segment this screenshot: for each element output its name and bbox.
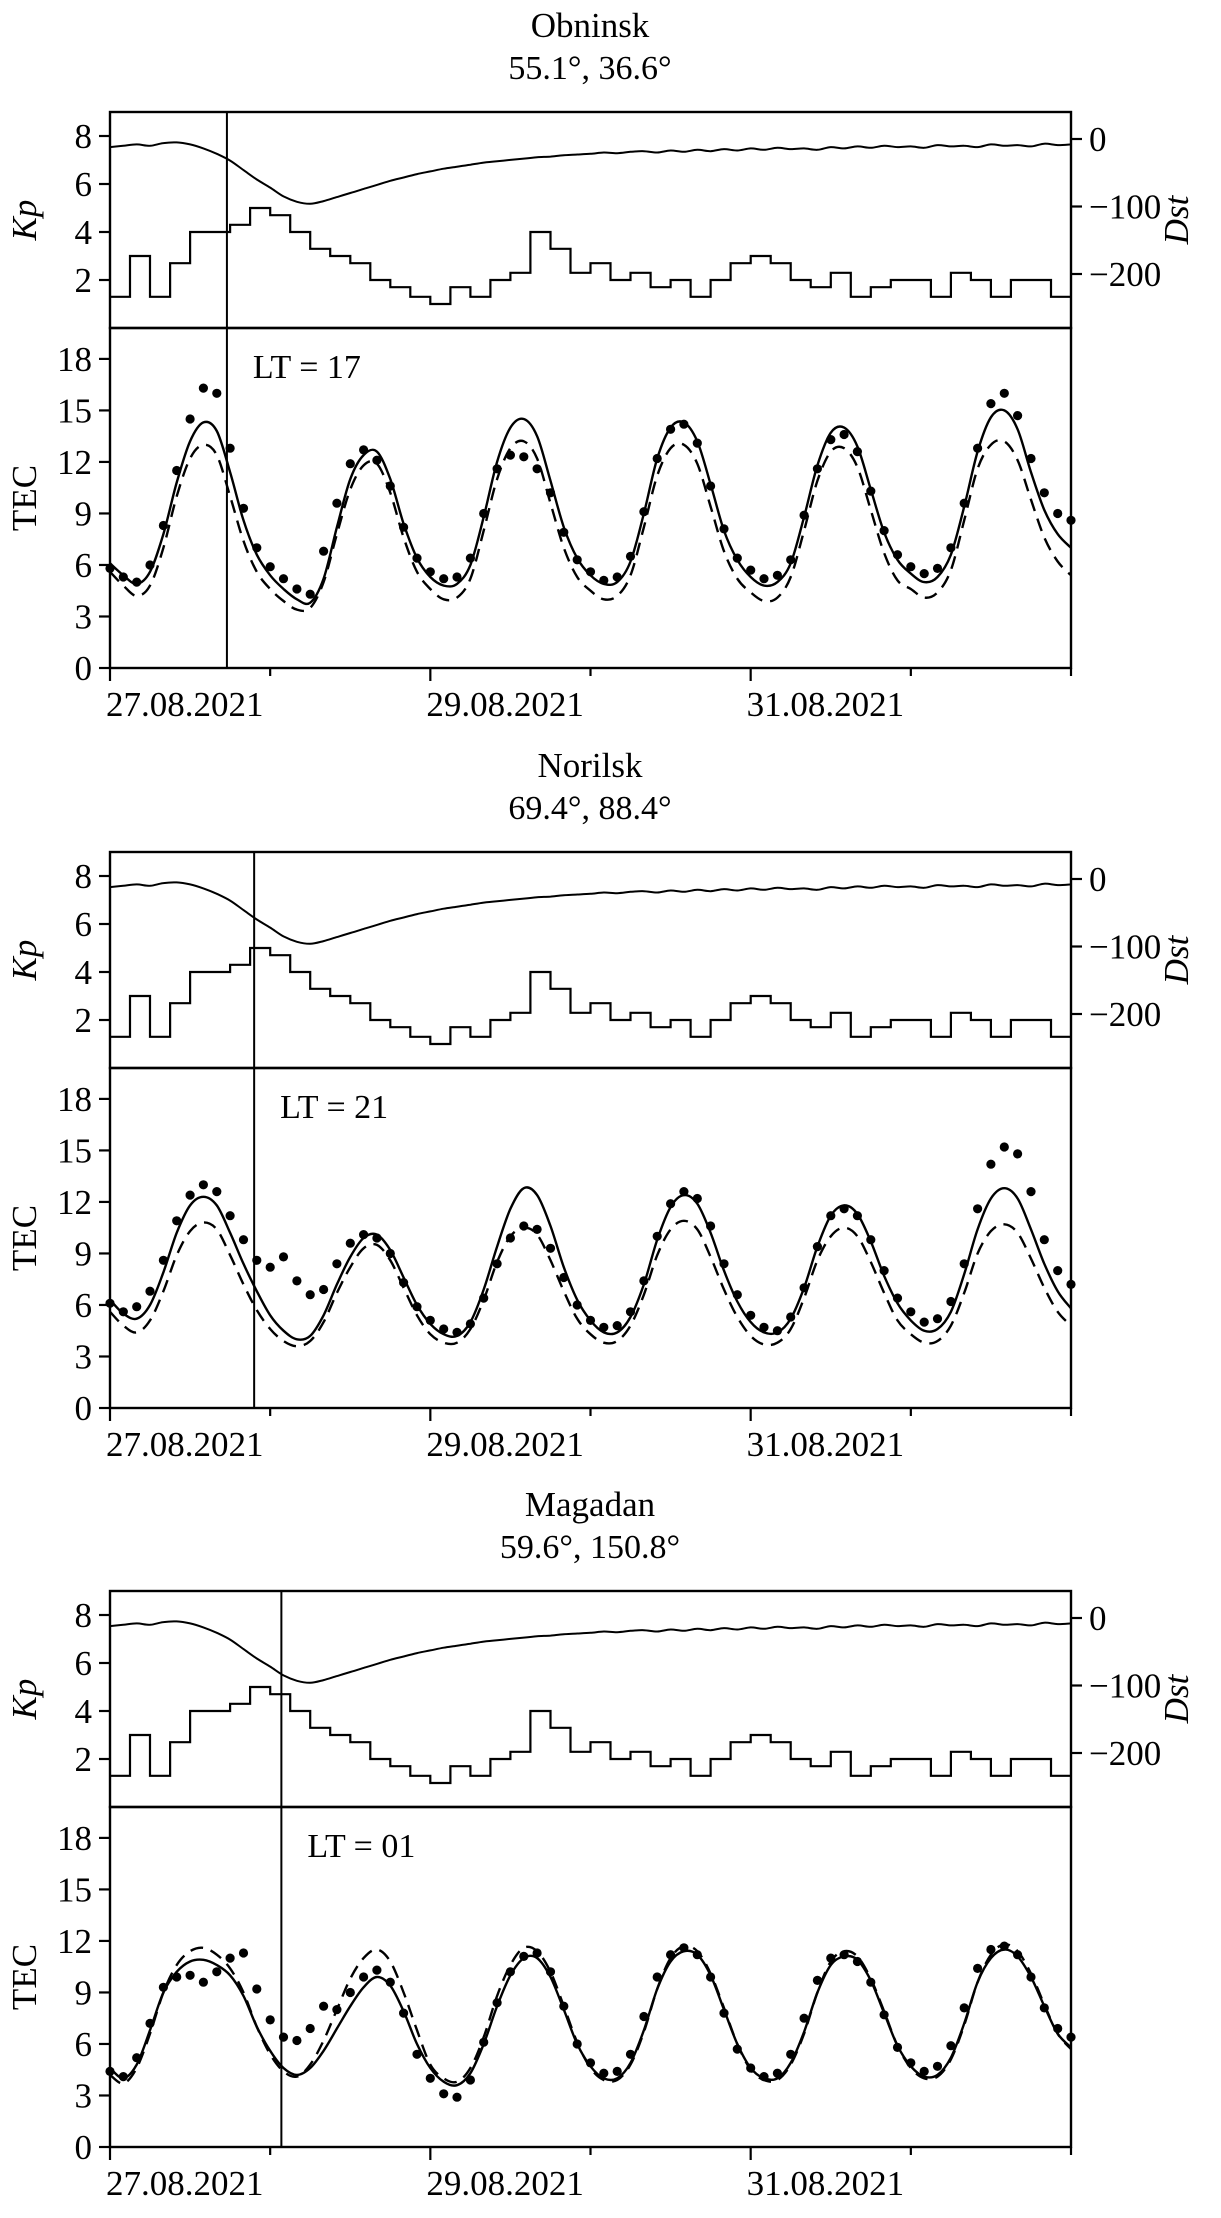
kp-step-curve — [110, 1685, 1071, 1785]
svg-text:0: 0 — [75, 649, 93, 688]
svg-text:LT = 01: LT = 01 — [307, 1828, 415, 1865]
svg-text:0: 0 — [1089, 860, 1107, 899]
svg-text:31.08.2021: 31.08.2021 — [747, 1425, 905, 1464]
svg-text:0: 0 — [75, 2128, 93, 2167]
axes: 2 4 6 8 0 −100 −200 0 3 6 9 12 15 18 27.08.2021 29.08.2… — [5, 110, 1196, 724]
svg-text:TEC: TEC — [5, 1944, 44, 2010]
local-time-label: LT = 17 — [253, 349, 361, 386]
svg-text:TEC: TEC — [5, 1205, 44, 1271]
tec-model-dashed-curve — [109, 438, 1072, 613]
svg-text:Kp: Kp — [5, 1679, 44, 1721]
station-coordinates: 59.6°, 150.8° — [499, 1529, 681, 1566]
svg-text:6: 6 — [75, 2025, 93, 2064]
svg-text:3: 3 — [75, 1337, 93, 1376]
svg-text:15: 15 — [57, 391, 92, 430]
svg-text:29.08.2021: 29.08.2021 — [426, 1425, 584, 1464]
local-time-label: LT = 01 — [307, 1828, 415, 1865]
svg-text:8: 8 — [75, 117, 93, 156]
svg-text:−100: −100 — [1089, 188, 1161, 227]
svg-text:2: 2 — [75, 1740, 93, 1779]
svg-text:29.08.2021: 29.08.2021 — [426, 2164, 584, 2203]
svg-text:6: 6 — [75, 905, 93, 944]
svg-text:2: 2 — [75, 261, 93, 300]
station-coordinates: 55.1°, 36.6° — [508, 50, 672, 87]
panel-norilsk: Norilsk 69.4°, 88.4° 2 4 6 8 0 −100 −200 0 3 6 9 12… — [0, 740, 1221, 1479]
svg-text:4: 4 — [75, 953, 93, 992]
svg-text:29.08.2021: 29.08.2021 — [426, 685, 584, 724]
local-time-label: LT = 21 — [280, 1089, 388, 1126]
kp-step-curve — [110, 946, 1071, 1046]
tec-observation-dots — [105, 383, 1076, 599]
svg-text:18: 18 — [57, 1080, 92, 1119]
svg-text:27.08.2021: 27.08.2021 — [106, 685, 264, 724]
station-title: Obninsk — [530, 6, 650, 45]
svg-text:9: 9 — [75, 1973, 93, 2012]
svg-text:−200: −200 — [1089, 1734, 1161, 1773]
svg-text:0: 0 — [1089, 120, 1107, 159]
svg-text:0: 0 — [75, 1389, 93, 1428]
svg-text:LT = 17: LT = 17 — [253, 349, 361, 386]
obninsk-plot: 2 4 6 8 0 −100 −200 0 3 6 9 12 15 18 27.08.2021 29.08.2… — [5, 110, 1196, 724]
norilsk-plot: 2 4 6 8 0 −100 −200 0 3 6 9 12 15 18 27.08.2021 29.08.2… — [5, 850, 1196, 1464]
svg-text:12: 12 — [57, 443, 92, 482]
svg-text:9: 9 — [75, 494, 93, 533]
dst-curve — [109, 141, 1072, 205]
svg-text:15: 15 — [57, 1131, 92, 1170]
tec-model-dashed-curve — [109, 1219, 1072, 1348]
svg-text:6: 6 — [75, 165, 93, 204]
svg-text:Dst: Dst — [1157, 934, 1196, 985]
station-title: Norilsk — [537, 746, 643, 785]
svg-text:Kp: Kp — [5, 200, 44, 242]
svg-text:8: 8 — [75, 857, 93, 896]
svg-text:4: 4 — [75, 1692, 93, 1731]
axes: 2 4 6 8 0 −100 −200 0 3 6 9 12 15 18 27.08.2021 29.08.2… — [5, 1589, 1196, 2203]
axes: 2 4 6 8 0 −100 −200 0 3 6 9 12 15 18 27.08.2021 29.08.2… — [5, 850, 1196, 1464]
panel-magadan: Magadan 59.6°, 150.8° 2 4 6 8 0 −100 −200 0 3 6 9 1… — [0, 1479, 1221, 2218]
svg-text:9: 9 — [75, 1234, 93, 1273]
station-coordinates: 69.4°, 88.4° — [508, 790, 672, 827]
svg-text:Kp: Kp — [5, 940, 44, 982]
magadan-plot: 2 4 6 8 0 −100 −200 0 3 6 9 12 15 18 27.08.2021 29.08.2… — [5, 1589, 1196, 2203]
svg-text:18: 18 — [57, 1819, 92, 1858]
dst-curve — [109, 1620, 1072, 1684]
svg-text:12: 12 — [57, 1922, 92, 1961]
svg-text:TEC: TEC — [5, 465, 44, 531]
svg-text:15: 15 — [57, 1870, 92, 1909]
svg-text:4: 4 — [75, 213, 93, 252]
svg-text:31.08.2021: 31.08.2021 — [747, 685, 905, 724]
svg-text:31.08.2021: 31.08.2021 — [747, 2164, 905, 2203]
svg-text:18: 18 — [57, 340, 92, 379]
kp-step-curve — [110, 206, 1071, 306]
dst-curve — [109, 881, 1072, 945]
svg-text:12: 12 — [57, 1183, 92, 1222]
panel-obninsk: Obninsk 55.1°, 36.6° 2 4 6 8 0 −100 −200 0 3 6 9 12… — [0, 0, 1221, 739]
svg-text:−200: −200 — [1089, 995, 1161, 1034]
tec-observation-dots — [105, 1142, 1076, 1337]
svg-text:3: 3 — [75, 597, 93, 636]
svg-text:−100: −100 — [1089, 928, 1161, 967]
svg-text:2: 2 — [75, 1001, 93, 1040]
tec-observation-dots — [105, 1941, 1076, 2102]
svg-text:−100: −100 — [1089, 1667, 1161, 1706]
svg-text:Dst: Dst — [1157, 194, 1196, 245]
svg-text:6: 6 — [75, 546, 93, 585]
svg-text:6: 6 — [75, 1286, 93, 1325]
svg-text:27.08.2021: 27.08.2021 — [106, 1425, 264, 1464]
svg-text:3: 3 — [75, 2076, 93, 2115]
svg-text:Dst: Dst — [1157, 1673, 1196, 1724]
station-title: Magadan — [524, 1485, 656, 1524]
svg-text:27.08.2021: 27.08.2021 — [106, 2164, 264, 2203]
svg-text:8: 8 — [75, 1596, 93, 1635]
svg-text:6: 6 — [75, 1644, 93, 1683]
svg-text:LT = 21: LT = 21 — [280, 1089, 388, 1126]
svg-text:0: 0 — [1089, 1599, 1107, 1638]
svg-text:−200: −200 — [1089, 255, 1161, 294]
